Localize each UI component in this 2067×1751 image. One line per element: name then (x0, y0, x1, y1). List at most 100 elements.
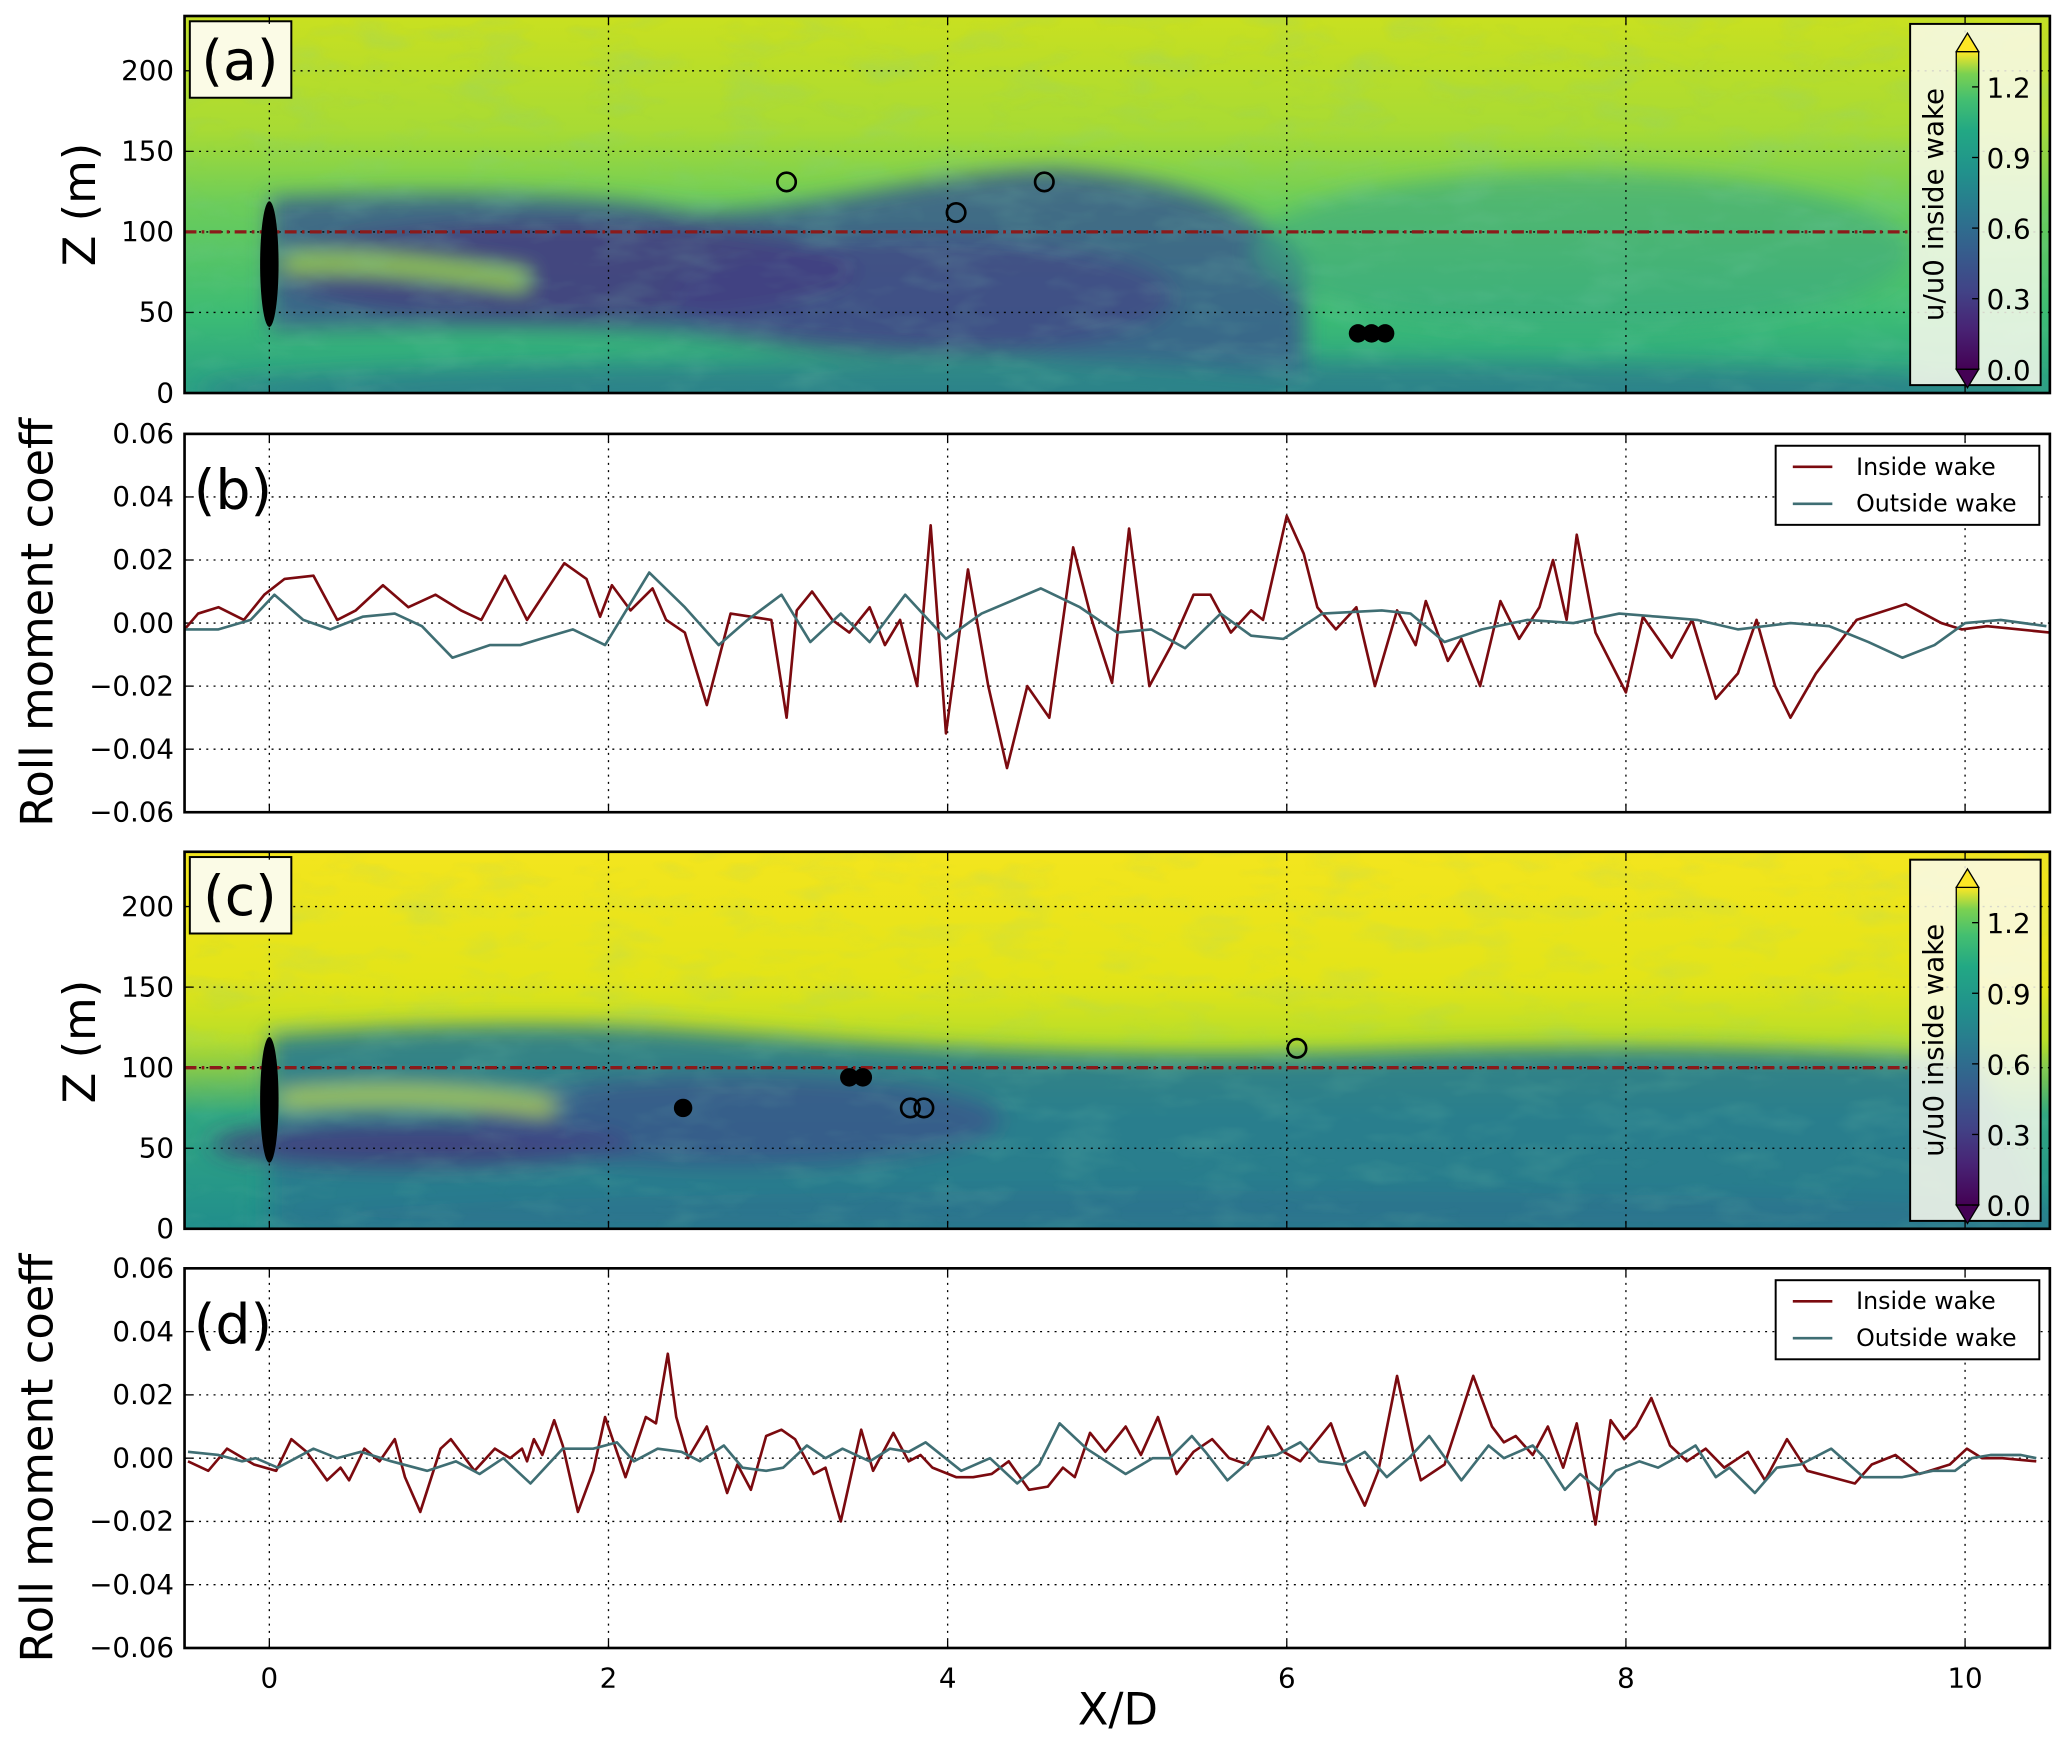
y-tick-label: 0.02 (112, 543, 174, 576)
y-tick-label: 0.04 (112, 1315, 174, 1348)
colorbar-tick-label: 0.6 (1987, 1048, 2031, 1081)
panel-a: 0 50 100 150 200 0.0 0.3 0.6 0.9 1.2 u/u0 inside w… (121, 14, 2052, 409)
y-tick-label: 0.06 (112, 417, 174, 450)
colorbar-tick-label: 0.3 (1987, 283, 2031, 316)
axes-frame (183, 1267, 2052, 1650)
turbine-rotor (260, 1037, 279, 1163)
axes-frame (183, 432, 2052, 814)
open-marker (1033, 171, 1055, 193)
filled-marker (853, 1068, 873, 1087)
y-tick-label: 150 (121, 970, 174, 1003)
y-tick-label: −0.02 (89, 1505, 174, 1538)
x-tick-label: 0 (261, 1662, 279, 1695)
colorbar-tick-label: 1.2 (1987, 71, 2031, 104)
series-line-outside-wake (187, 1422, 2037, 1495)
open-marker (899, 1097, 921, 1119)
colorbar-extend-min (1955, 1204, 1980, 1225)
filled-marker (1348, 324, 1368, 343)
series-line-outside-wake (184, 571, 2047, 660)
panel-c-heatmap (184, 851, 2050, 1229)
colorbar-tick-label: 0.9 (1987, 978, 2031, 1011)
filled-marker (1362, 324, 1381, 343)
legend: Inside wake Outside wake (1774, 444, 2041, 526)
y-tick-label: −0.06 (89, 795, 174, 828)
y-tick-label: −0.06 (89, 1631, 174, 1664)
colorbar-tick-label: 0.0 (1987, 354, 2031, 387)
open-marker (1286, 1037, 1308, 1059)
y-tick-label: −0.02 (89, 669, 174, 702)
colorbar-tick-label: 0.6 (1987, 213, 2031, 246)
turbine-rotor (260, 201, 279, 327)
legend-box (1774, 444, 2041, 526)
panel-b: 0.06 0.04 0.02 0.00 −0.02 −0.04 −0.06 (b) Inside… (89, 417, 2052, 828)
legend: Inside wake Outside wake (1774, 1279, 2041, 1361)
colorbar-gradient (1955, 50, 1980, 370)
filled-marker (1375, 324, 1395, 343)
x-tick-label: 4 (939, 1662, 957, 1695)
y-tick-label: −0.04 (89, 1568, 174, 1601)
y-tick-label: −0.04 (89, 732, 174, 765)
x-tick-label: 10 (1947, 1662, 1982, 1695)
ylabel-panel-b: Roll moment coeff (11, 417, 64, 827)
markers-layer (184, 171, 1911, 343)
colorbar: 0.0 0.3 0.6 0.9 1.2 u/u0 inside wake (1909, 22, 2042, 390)
markers-layer (184, 1037, 1911, 1163)
open-marker (945, 202, 967, 224)
colorbar-tick-label: 0.3 (1987, 1119, 2031, 1152)
x-tick-label: 8 (1617, 1662, 1635, 1695)
y-tick-label: 0.04 (112, 480, 174, 513)
filled-marker (840, 1068, 859, 1087)
colorbar-gradient (1955, 886, 1980, 1206)
panel-label: (a) (201, 29, 278, 93)
y-tick-label: 100 (121, 1051, 174, 1084)
y-tick-label: 0 (156, 376, 174, 409)
x-tick-label: 6 (1278, 1662, 1296, 1695)
legend-label: Outside wake (1856, 490, 2017, 518)
y-tick-label: 150 (121, 135, 174, 168)
panel-label: (d) (194, 1293, 272, 1357)
y-tick-label: 50 (139, 296, 174, 329)
panel-label: (b) (194, 459, 272, 523)
series-layer (183, 514, 2050, 770)
colorbar-tick-label: 0.9 (1987, 142, 2031, 175)
legend-label: Inside wake (1856, 453, 1996, 481)
panel-d: 0.06 0.04 0.02 0.00 −0.02 −0.04 −0.06 (d) Inside… (89, 1252, 2052, 1695)
colorbar-tick-label: 1.2 (1987, 907, 2031, 940)
colorbar-label: u/u0 inside wake (1917, 88, 1950, 321)
x-tick-label: 2 (600, 1662, 618, 1695)
axes-frame (183, 14, 2052, 395)
y-tick-label: 0 (156, 1212, 174, 1245)
ylabel-panel-c: Z (m) (53, 980, 106, 1104)
colorbar-tick-label: 0.0 (1987, 1190, 2031, 1223)
y-tick-label: 200 (121, 890, 174, 923)
colorbar-extend-max (1955, 31, 1980, 53)
axes-frame (183, 850, 2052, 1231)
open-marker (775, 171, 798, 193)
panel-label-box (188, 20, 293, 99)
filled-marker (673, 1098, 693, 1118)
xlabel: X/D (1078, 1682, 1158, 1735)
colorbar-extend-min (1955, 368, 1980, 390)
series-line-inside-wake (183, 514, 2050, 770)
y-tick-label: 100 (121, 215, 174, 248)
y-tick-label: 0.00 (112, 1441, 174, 1474)
colorbar-extend-max (1955, 867, 1980, 889)
open-marker (913, 1097, 935, 1119)
panel-label-box (188, 856, 293, 935)
panel-c: 0 50 100 150 200 0.0 0.3 0.6 0.9 1.2 u/u0 inside w… (121, 850, 2052, 1245)
heatmap-texture (184, 851, 2050, 1229)
series-line-inside-wake (187, 1352, 2037, 1526)
colorbar-label: u/u0 inside wake (1917, 924, 1950, 1157)
colorbar: 0.0 0.3 0.6 0.9 1.2 u/u0 inside wake (1909, 858, 2042, 1225)
y-tick-label: 0.02 (112, 1378, 174, 1411)
legend-label: Outside wake (1856, 1324, 2017, 1352)
y-tick-label: 0.00 (112, 606, 174, 639)
heatmap-texture (184, 16, 2050, 394)
legend-box (1774, 1279, 2041, 1361)
y-tick-label: 200 (121, 54, 174, 87)
legend-label: Inside wake (1856, 1287, 1996, 1315)
y-tick-label: 0.06 (112, 1252, 174, 1285)
ylabel-panel-d: Roll moment coeff (11, 1253, 64, 1663)
